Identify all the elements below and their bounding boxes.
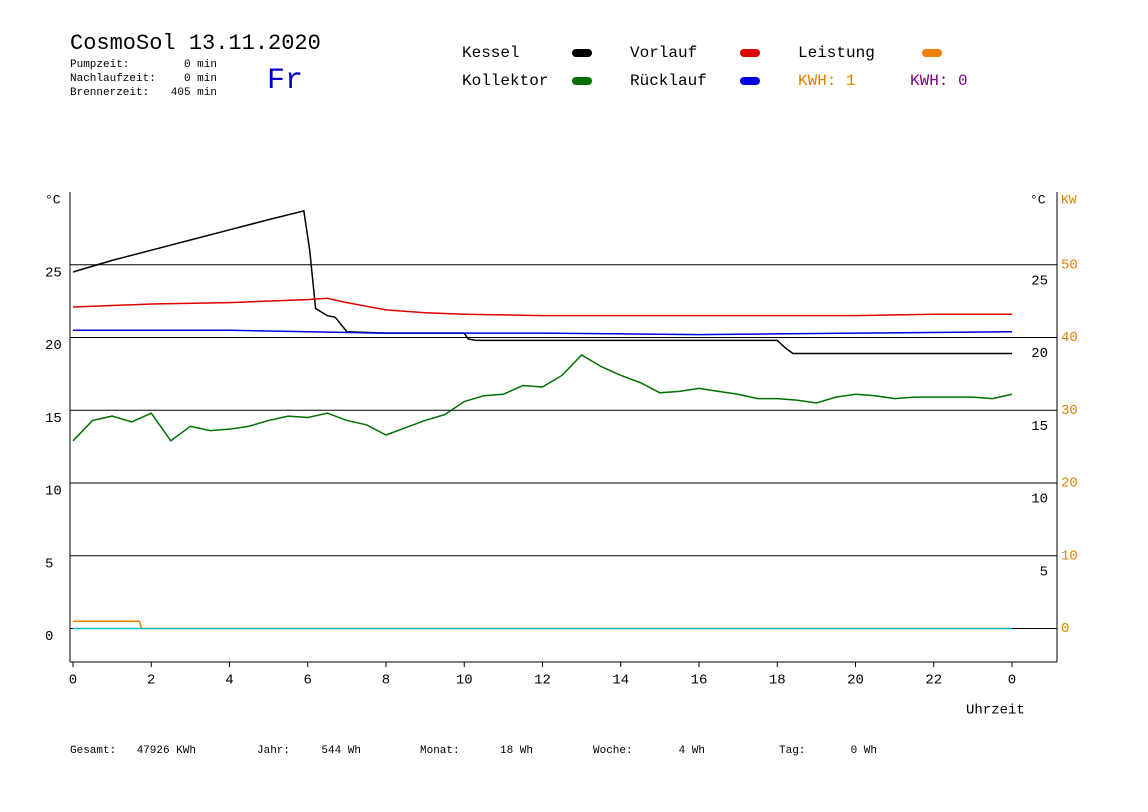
- y2-tick-label: 50: [1061, 257, 1078, 273]
- y-tick-label: 0: [45, 629, 53, 645]
- y-tick-label: 25: [45, 265, 62, 281]
- footer-label: Gesamt:: [70, 745, 116, 757]
- y-right-tick-label: 25: [1031, 273, 1048, 289]
- y-right-axis-label: °C: [1030, 192, 1046, 207]
- footer-value: 18 Wh: [500, 745, 533, 757]
- footer-label: Monat:: [420, 745, 460, 757]
- legend-label: Rücklauf: [630, 72, 707, 90]
- footer-value: 0 Wh: [851, 745, 877, 757]
- kwh-label: KWH: 0: [910, 72, 968, 90]
- legend-swatch: [740, 49, 760, 57]
- legend-label: Leistung: [798, 44, 875, 62]
- legend-swatch: [740, 77, 760, 85]
- series-line: [73, 620, 1012, 630]
- footer-label: Woche:: [593, 745, 633, 757]
- status-label: Pumpzeit:: [70, 59, 129, 71]
- x-tick-label: 16: [691, 673, 708, 689]
- legend-label: Vorlauf: [630, 44, 697, 62]
- x-axis-label: Uhrzeit: [966, 703, 1025, 719]
- x-tick-label: 0: [1008, 673, 1016, 689]
- y-axis-label: °C: [45, 192, 61, 207]
- legend-label: Kollektor: [462, 72, 548, 90]
- status-value: 0 min: [184, 59, 217, 71]
- x-tick-label: 6: [304, 673, 312, 689]
- y-tick-label: 20: [45, 338, 62, 354]
- x-tick-label: 2: [147, 673, 155, 689]
- y2-axis-label: KW: [1061, 192, 1077, 207]
- y-right-tick-label: 5: [1040, 564, 1048, 580]
- footer-label: Tag:: [779, 745, 805, 757]
- footer-value: 47926 KWh: [137, 745, 196, 757]
- y-tick-label: 10: [45, 484, 62, 500]
- series-line: [73, 329, 1013, 336]
- x-tick-label: 18: [769, 673, 786, 689]
- y2-tick-label: 20: [1061, 476, 1078, 492]
- y-right-tick-label: 15: [1031, 419, 1048, 435]
- footer-label: Jahr:: [257, 745, 290, 757]
- x-tick-label: 4: [225, 673, 233, 689]
- legend-label: Kessel: [462, 44, 520, 62]
- y-tick-label: 5: [45, 556, 53, 572]
- chart-title: CosmoSol 13.11.2020: [70, 31, 321, 56]
- status-value: 0 min: [184, 73, 217, 85]
- x-tick-label: 22: [925, 673, 942, 689]
- legend-swatch: [572, 77, 592, 85]
- legend-swatch: [572, 49, 592, 57]
- x-tick-label: 10: [456, 673, 473, 689]
- x-tick-label: 0: [69, 673, 77, 689]
- legend-swatch: [922, 49, 942, 57]
- y2-tick-label: 40: [1061, 330, 1078, 346]
- y-right-tick-label: 20: [1031, 346, 1048, 362]
- footer-value: 544 Wh: [321, 745, 361, 757]
- y-right-tick-label: 10: [1031, 492, 1048, 508]
- y2-tick-label: 10: [1061, 548, 1078, 564]
- y2-tick-label: 0: [1061, 621, 1069, 637]
- y2-tick-label: 30: [1061, 403, 1078, 419]
- weekday: Fr: [267, 64, 303, 98]
- series-line: [72, 209, 1012, 355]
- x-tick-label: 20: [847, 673, 864, 689]
- status-value: 405 min: [171, 87, 217, 99]
- footer-value: 4 Wh: [679, 745, 705, 757]
- kwh-label: KWH: 1: [798, 72, 856, 90]
- status-label: Brennerzeit:: [70, 87, 149, 99]
- y-tick-label: 15: [45, 411, 62, 427]
- x-tick-label: 8: [382, 673, 390, 689]
- x-tick-label: 12: [534, 673, 551, 689]
- x-tick-label: 14: [612, 673, 629, 689]
- series-line: [72, 354, 1013, 442]
- series-line: [72, 297, 1012, 317]
- status-label: Nachlaufzeit:: [70, 73, 156, 85]
